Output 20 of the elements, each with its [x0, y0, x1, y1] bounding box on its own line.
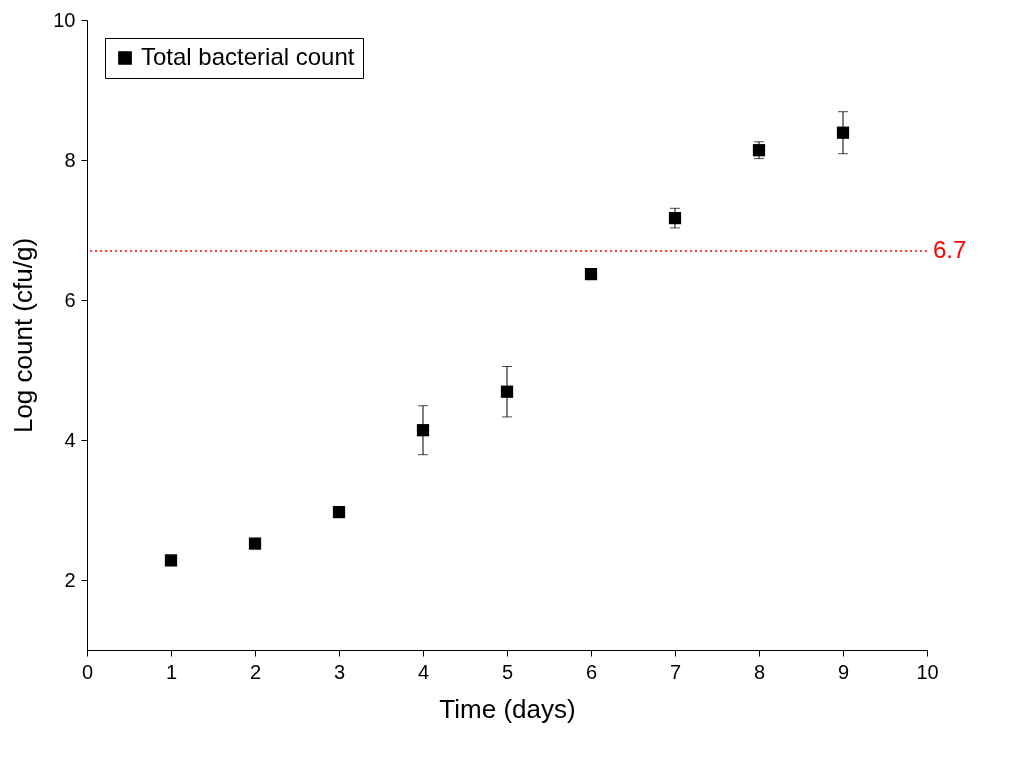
y-tick-label: 10	[53, 8, 76, 31]
y-axis-title: Log count (cfu/g)	[8, 237, 39, 434]
x-tick-label: 0	[81, 660, 94, 683]
x-tick-label: 1	[165, 660, 178, 683]
x-tick-label: 4	[417, 660, 430, 683]
legend-label: Total bacterial count	[141, 43, 355, 70]
x-tick-label: 3	[333, 660, 346, 683]
x-tick-label: 5	[501, 660, 514, 683]
y-tick-label: 2	[64, 568, 76, 591]
y-tick-label: 8	[64, 148, 76, 171]
x-tick-label: 10	[916, 660, 939, 683]
ref-line-label: 6.7	[933, 236, 967, 263]
x-tick-label: 9	[837, 660, 850, 683]
x-axis-title: Time (days)	[439, 693, 576, 724]
y-tick-label: 6	[64, 288, 76, 311]
x-tick-label: 6	[585, 660, 598, 683]
x-tick-label: 8	[753, 660, 766, 683]
y-tick-label: 4	[64, 428, 76, 451]
x-tick-label: 2	[249, 660, 262, 683]
x-tick-label: 7	[669, 660, 682, 683]
